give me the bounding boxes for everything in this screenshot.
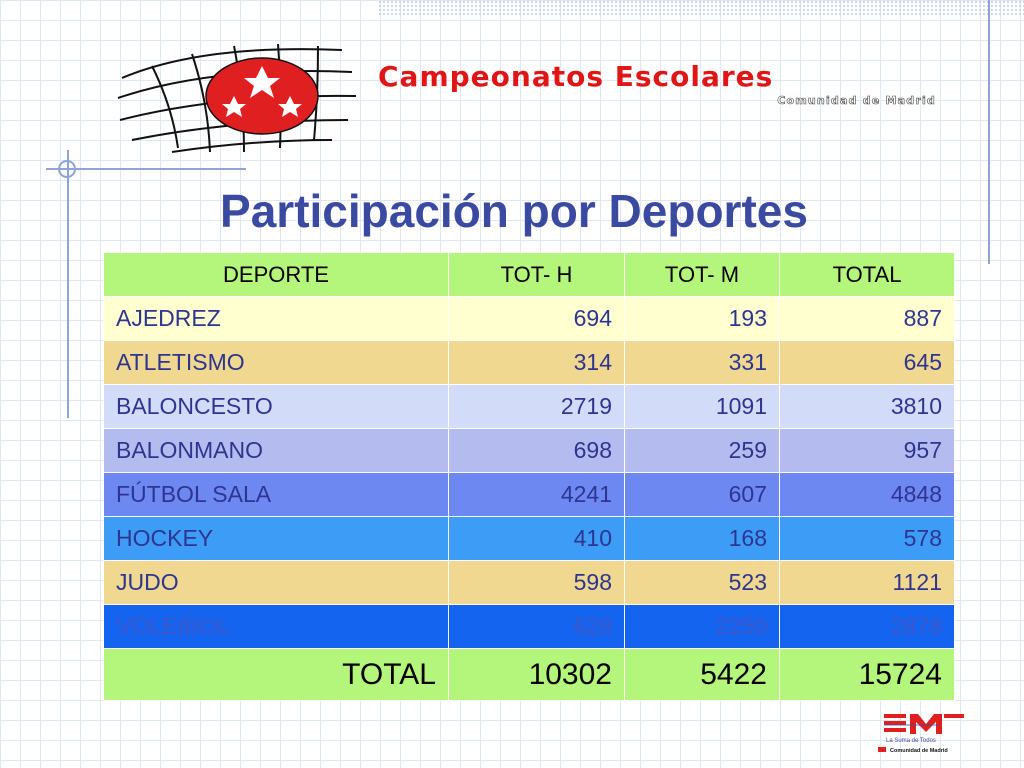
tot-h-cell: 694 (448, 296, 625, 341)
decorative-line (46, 168, 246, 170)
tot-m-cell: 259 (624, 428, 780, 473)
tot-m-cell: 168 (624, 516, 780, 561)
total-cell: 578 (779, 516, 955, 561)
total-cell: 957 (779, 428, 955, 473)
sport-cell: VOLEIBOL (103, 604, 449, 649)
page-title: Participación por Deportes (0, 184, 1024, 238)
championship-logo-icon (117, 43, 357, 153)
tot-h-cell: 410 (448, 516, 625, 561)
tot-m-cell: 523 (624, 560, 780, 605)
table-row: JUDO 598 523 1121 (103, 560, 955, 605)
total-h: 10302 (448, 648, 625, 701)
footer-org: Comunidad de Madrid (890, 748, 948, 754)
decorative-line (67, 150, 69, 418)
tot-m-cell: 331 (624, 340, 780, 385)
table-row: HOCKEY 410 168 578 (103, 516, 955, 561)
tot-h-cell: 628 (448, 604, 625, 649)
header-deporte: DEPORTE (103, 252, 449, 297)
sport-cell: AJEDREZ (103, 296, 449, 341)
table-row: BALONCESTO 2719 1091 3810 (103, 384, 955, 429)
sport-cell: BALONCESTO (103, 384, 449, 429)
total-cell: 2878 (779, 604, 955, 649)
table-row: ATLETISMO 314 331 645 (103, 340, 955, 385)
total-cell: 1121 (779, 560, 955, 605)
total-label: TOTAL (103, 648, 449, 701)
total-cell: 4848 (779, 472, 955, 517)
decorative-line (988, 0, 990, 264)
sport-cell: JUDO (103, 560, 449, 605)
sport-cell: HOCKEY (103, 516, 449, 561)
total-cell: 3810 (779, 384, 955, 429)
tot-h-cell: 4241 (448, 472, 625, 517)
tot-h-cell: 598 (448, 560, 625, 605)
table-row: VOLEIBOL 628 2250 2878 (103, 604, 955, 649)
tot-h-cell: 314 (448, 340, 625, 385)
tot-m-cell: 607 (624, 472, 780, 517)
tot-m-cell: 1091 (624, 384, 780, 429)
brand-subtitle: Comunidad de Madrid (777, 94, 936, 108)
table-row: FÚTBOL SALA 4241 607 4848 (103, 472, 955, 517)
decorative-circle (58, 160, 76, 178)
brand-title: Campeonatos Escolares (378, 60, 774, 93)
total-m: 5422 (624, 648, 780, 701)
total-row: TOTAL 10302 5422 15724 (103, 648, 955, 701)
page-title-text: Participación por Deportes (220, 185, 808, 237)
total-cell: 645 (779, 340, 955, 385)
table-row: AJEDREZ 694 193 887 (103, 296, 955, 341)
participation-table: DEPORTE TOT- H TOT- M TOTAL AJEDREZ 694 19… (103, 252, 955, 701)
tot-m-cell: 193 (624, 296, 780, 341)
sport-cell: BALONMANO (103, 428, 449, 473)
top-dotted-band (378, 0, 1024, 16)
sport-cell: FÚTBOL SALA (103, 472, 449, 517)
table-row: BALONMANO 698 259 957 (103, 428, 955, 473)
tot-h-cell: 698 (448, 428, 625, 473)
comunidad-madrid-logo-icon: La Suma de Todos Comunidad de Madrid (878, 714, 964, 754)
header-total: TOTAL (779, 252, 955, 297)
total-total: 15724 (779, 648, 955, 701)
footer-tagline: La Suma de Todos (886, 738, 936, 744)
total-cell: 887 (779, 296, 955, 341)
sport-cell: ATLETISMO (103, 340, 449, 385)
header-tot-h: TOT- H (448, 252, 625, 297)
tot-m-cell: 2250 (624, 604, 780, 649)
table-header-row: DEPORTE TOT- H TOT- M TOTAL (103, 252, 955, 297)
tot-h-cell: 2719 (448, 384, 625, 429)
header-tot-m: TOT- M (624, 252, 780, 297)
